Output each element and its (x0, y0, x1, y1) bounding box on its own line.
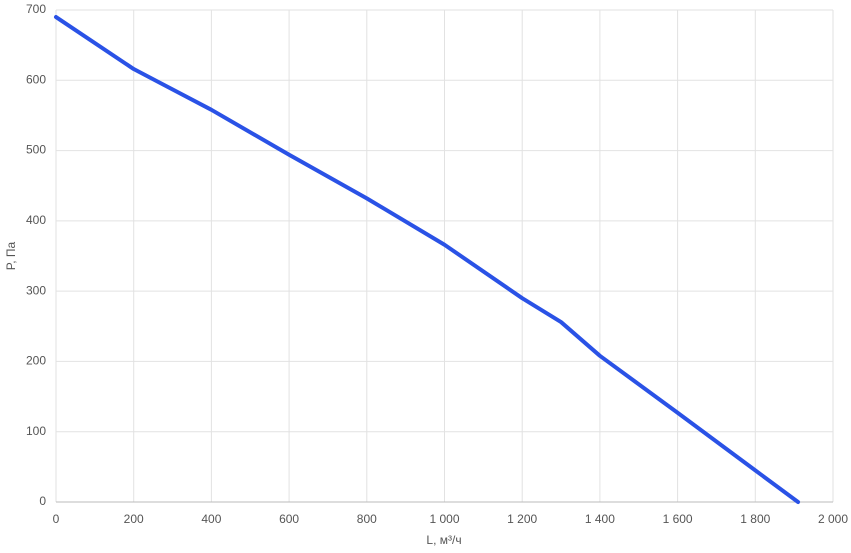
x-tick-label: 600 (279, 512, 299, 526)
x-tick-label: 1 400 (585, 512, 615, 526)
y-tick-label: 100 (26, 424, 46, 438)
x-tick-label: 1 200 (507, 512, 537, 526)
y-tick-label: 0 (39, 494, 46, 508)
y-tick-label: 600 (26, 72, 46, 86)
x-tick-label: 400 (201, 512, 221, 526)
y-tick-label: 400 (26, 213, 46, 227)
x-tick-label: 1 800 (740, 512, 770, 526)
y-tick-label: 300 (26, 283, 46, 297)
y-tick-label: 700 (26, 2, 46, 16)
y-tick-label: 200 (26, 354, 46, 368)
x-tick-label: 1 000 (429, 512, 459, 526)
data-line (54, 15, 801, 504)
x-tick-label: 0 (53, 512, 60, 526)
x-tick-label: 1 600 (663, 512, 693, 526)
x-axis-label: L, м³/ч (426, 533, 461, 547)
x-tick-label: 800 (357, 512, 377, 526)
x-tick-label: 2 000 (818, 512, 848, 526)
y-tick-label: 500 (26, 143, 46, 157)
y-axis-label: P, Па (4, 241, 18, 270)
x-tick-label: 200 (124, 512, 144, 526)
